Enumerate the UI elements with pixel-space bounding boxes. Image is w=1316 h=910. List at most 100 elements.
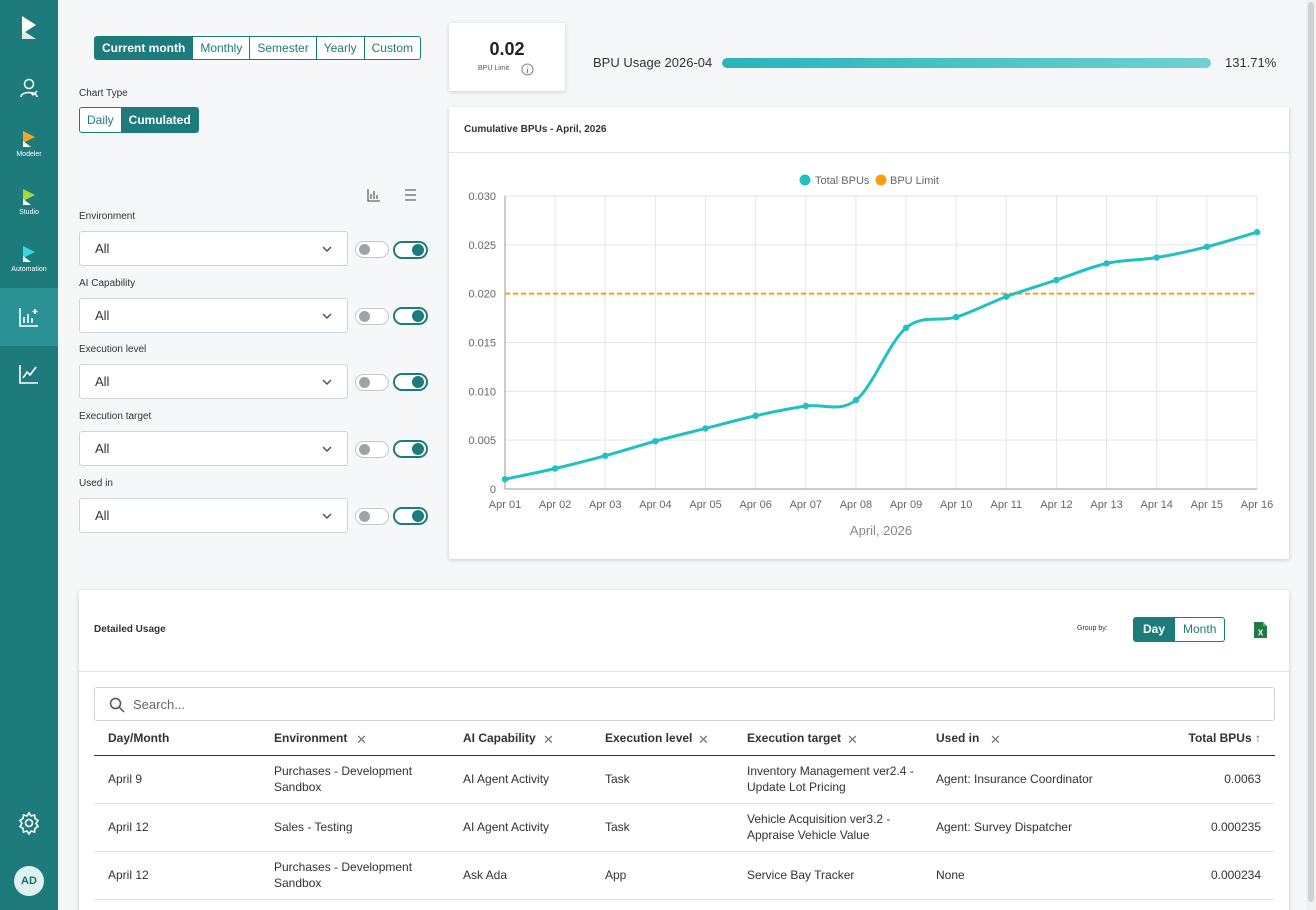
cumulative-bpu-chart: 0 0.005 0.010 0.015 0.020 0.025 0.030 Apr 01 Apr… — [468, 174, 1273, 538]
info-icon[interactable] — [521, 63, 534, 76]
cell-execution-level: App — [591, 851, 733, 900]
cell-day: April 9 — [94, 755, 260, 804]
bpu-usage-label: BPU Usage 2026-04 — [593, 55, 713, 70]
x-tick-label: Apr 04 — [639, 499, 671, 511]
cell-day: April 12 — [94, 851, 260, 900]
cell-execution-target: Service Bay Tracker — [733, 851, 922, 900]
cell-execution-target: Vehicle Acquisition ver3.2 - Appraise Ve… — [733, 803, 922, 852]
select-value: All — [95, 508, 110, 523]
sidebar-item-analytics[interactable] — [0, 288, 58, 346]
x-tick-label: Apr 16 — [1241, 499, 1273, 511]
execution-target-toggle-off[interactable] — [355, 441, 389, 458]
execution-level-toggle-off[interactable] — [355, 374, 389, 391]
column-header-execution-target[interactable]: Execution target ✕ — [733, 722, 922, 756]
sidebar-item-settings[interactable] — [0, 795, 58, 851]
select-value: All — [95, 308, 110, 323]
sidebar-item-studio[interactable]: Studio — [0, 174, 58, 230]
ai-capability-select[interactable]: All — [79, 298, 348, 333]
remove-column-icon[interactable]: ✕ — [543, 732, 554, 747]
column-header-label: AI Capability — [463, 731, 536, 746]
y-tick-label: 0.010 — [468, 386, 496, 398]
period-custom[interactable]: Custom — [363, 37, 420, 59]
column-header-used-in[interactable]: Used in ✕ — [922, 722, 1111, 756]
legend-marker-bpu-limit — [875, 174, 887, 186]
remove-column-icon[interactable]: ✕ — [847, 732, 858, 747]
execution-level-select[interactable]: All — [79, 364, 348, 399]
period-yearly[interactable]: Yearly — [315, 37, 364, 59]
data-point-total-bpus — [902, 324, 910, 332]
avatar[interactable]: AD — [14, 866, 44, 896]
environment-select[interactable]: All — [79, 231, 348, 266]
bpu-usage-progress-fill — [722, 58, 1211, 68]
filter-label: Execution level — [79, 344, 147, 355]
column-header-label: Execution target — [747, 731, 842, 746]
execution-level-toggle-on[interactable] — [393, 373, 428, 391]
environment-toggle-off[interactable] — [355, 241, 389, 258]
ai-capability-toggle-on[interactable] — [393, 307, 428, 325]
column-header-total-bpus[interactable]: Total BPUs ↑ — [1111, 722, 1275, 756]
column-header-execution-level[interactable]: Execution level ✕ — [591, 722, 733, 756]
chart-type-cumulated[interactable]: Cumulated — [120, 108, 198, 132]
group-by-day[interactable]: Day — [1134, 618, 1175, 641]
x-tick-label: Apr 07 — [790, 499, 822, 511]
filter-label: AI Capability — [79, 278, 136, 289]
select-value: All — [95, 441, 110, 456]
cell-execution-level: Task — [591, 803, 733, 852]
group-by-selector: Day Month — [1133, 617, 1226, 642]
table-row[interactable]: April 9 Purchases - Development Sandbox … — [94, 755, 1275, 804]
y-tick-label: 0.015 — [468, 338, 496, 350]
column-header-ai-capability[interactable]: AI Capability ✕ — [449, 722, 591, 756]
cell-used-in: Agent: Insurance Coordinator — [922, 755, 1111, 804]
sidebar-item-modeler[interactable]: Modeler — [0, 116, 58, 172]
excel-export-icon[interactable]: X — [1252, 621, 1268, 639]
page-scrollbar[interactable] — [1306, 0, 1316, 910]
detailed-usage-title: Detailed Usage — [94, 624, 166, 635]
data-point-total-bpus — [1003, 293, 1010, 300]
data-point-total-bpus — [802, 402, 809, 410]
sidebar-item-reports[interactable] — [0, 346, 58, 402]
search-input[interactable]: Search... — [94, 687, 1275, 721]
ai-capability-toggle-off[interactable] — [355, 308, 389, 325]
usage-table: Day/Month Environment ✕ AI Capability ✕ Ex… — [94, 722, 1275, 900]
used-in-toggle-on[interactable] — [393, 507, 428, 525]
remove-column-icon[interactable]: ✕ — [698, 732, 709, 747]
table-row[interactable]: April 12 Sales - Testing AI Agent Activi… — [94, 803, 1275, 852]
data-point-total-bpus — [852, 396, 860, 404]
column-header-day-month[interactable]: Day/Month — [94, 722, 260, 756]
data-point-total-bpus — [501, 476, 509, 483]
x-tick-label: Apr 14 — [1141, 499, 1173, 511]
period-semester[interactable]: Semester — [249, 37, 315, 59]
chevron-down-icon — [322, 446, 332, 453]
remove-column-icon[interactable]: ✕ — [356, 732, 367, 747]
period-selector: Current month Monthly Semester Yearly Cu… — [94, 36, 421, 60]
group-by-month[interactable]: Month — [1174, 618, 1224, 641]
gear-icon — [18, 811, 40, 835]
sidebar-item-automation[interactable]: Automation — [0, 231, 58, 287]
bar-chart-view-icon[interactable] — [367, 188, 381, 202]
analytics-icon — [19, 308, 38, 327]
logo-icon — [22, 16, 36, 39]
chart-card-title: Cumulative BPUs - April, 2026 — [464, 124, 607, 135]
user-icon — [20, 78, 38, 98]
execution-target-select[interactable]: All — [79, 431, 348, 466]
environment-toggle-on[interactable] — [393, 241, 428, 259]
studio-icon — [23, 189, 35, 205]
used-in-select[interactable]: All — [79, 498, 348, 533]
period-current-month[interactable]: Current month — [95, 37, 193, 59]
table-row[interactable]: April 12 Purchases - Development Sandbox… — [94, 851, 1275, 900]
column-header-environment[interactable]: Environment ✕ — [260, 722, 449, 756]
execution-target-toggle-on[interactable] — [393, 440, 428, 458]
remove-column-icon[interactable]: ✕ — [990, 732, 1001, 747]
app-logo[interactable] — [0, 0, 58, 56]
list-view-icon[interactable] — [404, 189, 417, 201]
data-point-total-bpus — [1103, 260, 1110, 267]
chart-type-daily[interactable]: Daily — [87, 113, 114, 127]
used-in-toggle-off[interactable] — [355, 508, 389, 525]
cell-used-in: None — [922, 851, 1111, 900]
sidebar-item-users[interactable] — [0, 60, 58, 116]
bpu-usage-percent: 131.71% — [1225, 55, 1277, 70]
x-tick-label: Apr 01 — [489, 499, 521, 511]
x-tick-label: Apr 12 — [1040, 499, 1072, 511]
sidebar: Modeler Studio Automation AD — [0, 0, 58, 910]
period-monthly[interactable]: Monthly — [192, 37, 249, 59]
